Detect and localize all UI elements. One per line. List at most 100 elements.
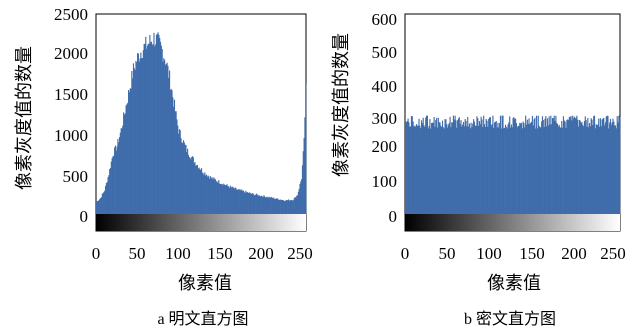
histogram-bar	[447, 124, 449, 214]
histogram-bar	[588, 127, 590, 214]
histogram-bar	[519, 122, 521, 214]
histogram-bar	[514, 119, 516, 214]
histogram-bar	[151, 44, 153, 214]
histogram-bar	[146, 48, 148, 214]
histogram-bar	[448, 122, 450, 214]
histogram-bar	[158, 34, 160, 215]
bars-b	[405, 115, 621, 214]
histogram-bar	[471, 127, 473, 214]
histogram-bar	[589, 126, 591, 214]
histogram-bar	[274, 198, 276, 214]
histogram-bar	[426, 115, 428, 214]
histogram-bar	[214, 178, 216, 214]
histogram-bar	[611, 122, 613, 214]
histogram-bar	[481, 119, 483, 214]
histogram-bar	[455, 120, 457, 214]
histogram-bar	[423, 125, 425, 214]
histogram-bar	[136, 62, 138, 215]
histogram-bar	[417, 125, 419, 214]
histogram-bar	[261, 196, 263, 214]
histogram-bar	[543, 126, 545, 214]
histogram-bar	[508, 122, 510, 214]
histogram-bar	[510, 124, 512, 214]
histogram-bar	[574, 118, 576, 214]
histogram-bar	[542, 120, 544, 214]
histogram-bar	[520, 123, 522, 214]
histogram-bar	[196, 165, 198, 214]
histogram-bar	[409, 126, 411, 214]
histogram-bar	[128, 92, 130, 214]
histogram-bar	[177, 125, 179, 214]
ytick-label: 2500	[54, 5, 88, 24]
histogram-bar	[203, 174, 205, 214]
xtick-label: 150	[207, 244, 233, 263]
histogram-bar	[173, 106, 175, 214]
histogram-bar	[188, 156, 190, 214]
histogram-bar	[456, 127, 458, 214]
histogram-bar	[138, 61, 140, 214]
histogram-bar	[462, 124, 464, 214]
histogram-bar	[440, 125, 442, 214]
histogram-bar	[478, 121, 481, 214]
histogram-bar	[302, 151, 304, 214]
histogram-bar	[453, 119, 455, 214]
histogram-bar	[246, 192, 249, 214]
histogram-bar	[97, 201, 99, 214]
histogram-bar	[462, 121, 465, 214]
histogram-bar	[442, 127, 444, 214]
histogram-bar	[263, 195, 265, 214]
histogram-bar	[253, 195, 255, 214]
histogram-bar	[96, 201, 98, 214]
histogram-bar	[211, 177, 213, 214]
histogram-bar	[460, 120, 462, 214]
histogram-bar	[305, 83, 307, 214]
histogram-bar	[569, 117, 571, 214]
histogram-bar	[556, 122, 558, 214]
histogram-bar	[242, 190, 244, 214]
x-axis-label-a: 像素值	[178, 273, 232, 293]
histogram-bar	[210, 176, 212, 214]
histogram-bar	[592, 125, 594, 214]
grayscale-bar-a	[96, 214, 306, 231]
histogram-bar	[219, 183, 221, 214]
histogram-bar	[298, 188, 300, 214]
histogram-bar	[146, 45, 148, 214]
histogram-bar	[124, 113, 126, 214]
histogram-bar	[143, 43, 145, 214]
histogram-bar	[416, 125, 418, 214]
histogram-bar	[605, 116, 607, 214]
histogram-bar	[577, 119, 579, 214]
histogram-bar	[428, 125, 430, 214]
histogram-bar	[163, 58, 165, 214]
histogram-bar	[191, 156, 194, 214]
histogram-bar	[561, 121, 563, 214]
histogram-bar	[292, 200, 294, 214]
histogram-bar	[141, 58, 144, 215]
histogram-bar	[593, 115, 596, 214]
histogram-bar	[609, 122, 611, 214]
histogram-bar	[287, 200, 289, 214]
histogram-bar	[120, 128, 122, 214]
histogram-bar	[572, 115, 574, 214]
histogram-bar	[252, 193, 254, 214]
histogram-bar	[461, 126, 463, 214]
histogram-bar	[578, 126, 580, 214]
histogram-bar	[446, 127, 449, 214]
histogram-bar	[600, 126, 602, 214]
histogram-bar	[291, 199, 293, 214]
histogram-bar	[547, 125, 549, 214]
histogram-bar	[484, 127, 486, 214]
histogram-bar	[109, 169, 111, 214]
histogram-bar	[301, 165, 304, 214]
histogram-bar	[112, 156, 114, 214]
histogram-bar	[504, 127, 506, 214]
histogram-bar	[439, 122, 441, 214]
histogram-bar	[441, 120, 444, 214]
histogram-bar	[517, 125, 519, 214]
ytick-label: 1000	[54, 126, 88, 145]
histogram-bar	[550, 115, 552, 214]
histogram-bar	[451, 122, 453, 214]
histogram-bar	[223, 184, 226, 214]
histogram-bar	[567, 119, 569, 214]
ytick-label: 1500	[54, 85, 88, 104]
